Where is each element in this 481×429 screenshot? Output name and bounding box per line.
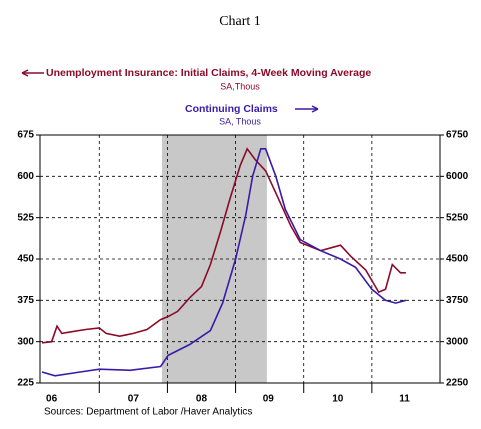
y2-tick-label: 6000 [446,171,469,182]
y2-tick-label: 3000 [446,336,469,347]
y-tick-label: 525 [17,212,34,223]
x-tick-label: 06 [46,394,58,405]
y-tick-label: 225 [17,378,34,389]
y-tick-label: 300 [17,336,34,347]
series-line [41,148,407,377]
legend-label: Continuing Claims [185,103,278,115]
x-tick-label: 11 [399,394,410,405]
legend-label: Unemployment Insurance: Initial Claims, … [46,67,371,79]
x-tick-label: 10 [332,394,344,405]
legend-note: SA, Thous [219,116,261,126]
legend-arrow-head [311,105,319,113]
series-line [41,147,406,344]
legend-note: SA,Thous [220,81,260,91]
legend-arrow-head [21,69,29,77]
y-tick-label: 450 [17,254,34,265]
y-tick-label: 375 [17,295,34,306]
y2-tick-label: 2250 [446,378,469,389]
plot-frame [39,134,441,384]
y2-tick-label: 5250 [446,212,469,223]
chart-title: Chart 1 [219,14,261,29]
x-tick-label: 08 [196,394,208,405]
y-tick-label: 675 [17,130,34,141]
y2-tick-label: 3750 [446,295,469,306]
source-note: Sources: Department of Labor /Haver Anal… [44,407,252,418]
y2-tick-label: 6750 [446,130,469,141]
x-tick-label: 07 [128,394,140,405]
y2-tick-label: 4500 [446,254,469,265]
y-tick-label: 600 [17,171,34,182]
x-tick-label: 09 [263,394,275,405]
